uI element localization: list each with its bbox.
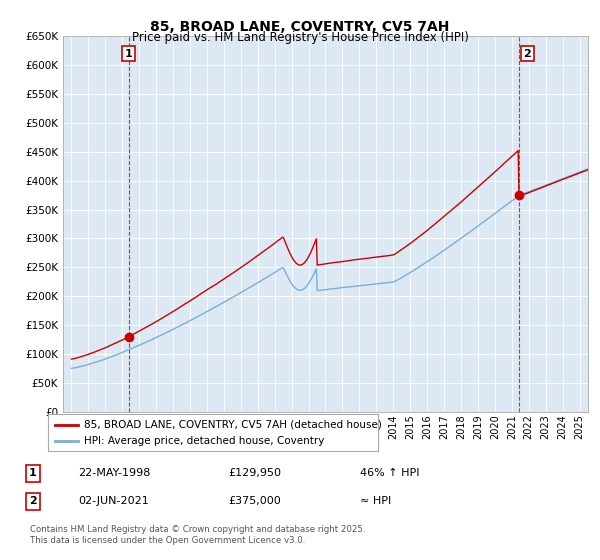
Text: 2: 2 [523, 49, 531, 59]
Text: £375,000: £375,000 [228, 496, 281, 506]
Text: 1: 1 [125, 49, 133, 59]
Text: £129,950: £129,950 [228, 468, 281, 478]
Text: 85, BROAD LANE, COVENTRY, CV5 7AH: 85, BROAD LANE, COVENTRY, CV5 7AH [151, 20, 449, 34]
Text: 1: 1 [29, 468, 37, 478]
Text: 02-JUN-2021: 02-JUN-2021 [78, 496, 149, 506]
Text: 22-MAY-1998: 22-MAY-1998 [78, 468, 151, 478]
Text: ≈ HPI: ≈ HPI [360, 496, 391, 506]
Text: Price paid vs. HM Land Registry's House Price Index (HPI): Price paid vs. HM Land Registry's House … [131, 31, 469, 44]
Text: 46% ↑ HPI: 46% ↑ HPI [360, 468, 419, 478]
Text: 85, BROAD LANE, COVENTRY, CV5 7AH (detached house): 85, BROAD LANE, COVENTRY, CV5 7AH (detac… [84, 419, 382, 430]
Text: HPI: Average price, detached house, Coventry: HPI: Average price, detached house, Cove… [84, 436, 325, 446]
Text: Contains HM Land Registry data © Crown copyright and database right 2025.
This d: Contains HM Land Registry data © Crown c… [30, 525, 365, 545]
Text: 2: 2 [29, 496, 37, 506]
